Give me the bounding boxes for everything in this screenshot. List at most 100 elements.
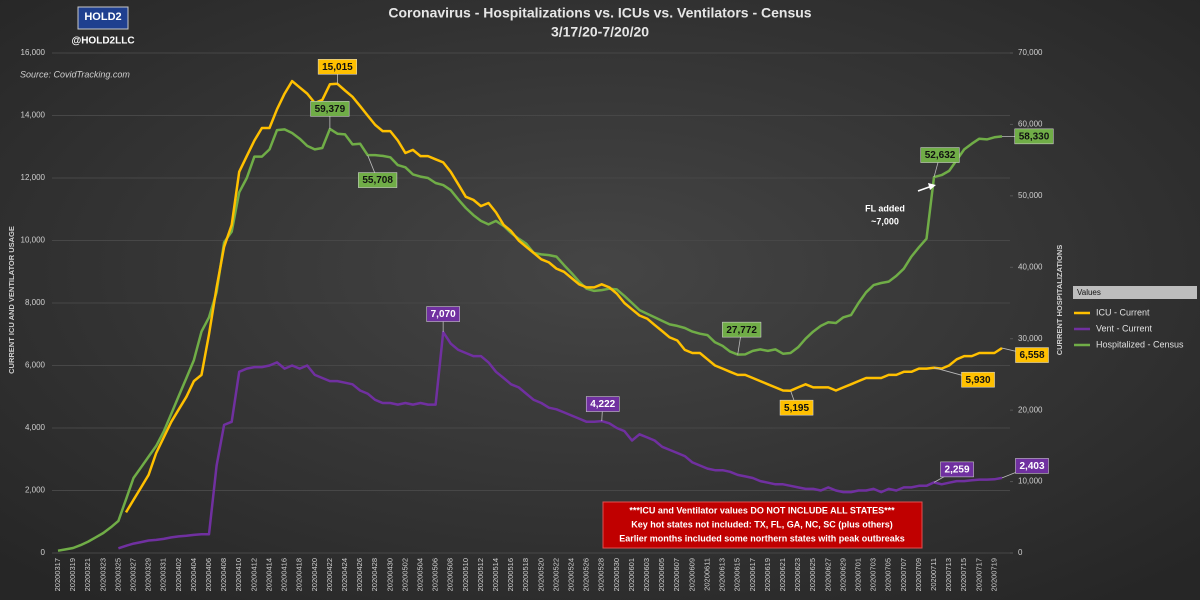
chart-title: Coronavirus - Hospitalizations vs. ICUs … [388, 5, 811, 21]
x-tick-label: 20200522 [551, 558, 560, 591]
x-tick-label: 20200502 [400, 558, 409, 591]
y-tick-label: 0 [41, 548, 46, 557]
x-tick-label: 20200416 [280, 558, 289, 591]
legend-label: Vent - Current [1096, 323, 1153, 333]
x-tick-label: 20200709 [914, 558, 923, 591]
label-box [779, 399, 814, 416]
x-tick-label: 20200629 [838, 558, 847, 591]
y2-tick-label: 0 [1018, 548, 1023, 557]
logo: HOLD2 [84, 11, 121, 23]
y-tick-label: 14,000 [21, 111, 46, 120]
handle: @HOLD2LLC [71, 36, 134, 47]
x-tick-label: 20200617 [748, 558, 757, 591]
y2-tick-label: 60,000 [1018, 120, 1043, 129]
x-tick-label: 20200428 [370, 558, 379, 591]
x-tick-label: 20200713 [944, 558, 953, 591]
x-tick-label: 20200426 [355, 558, 364, 591]
x-tick-label: 20200530 [612, 558, 621, 591]
x-tick-label: 20200430 [385, 558, 394, 591]
logo-box [77, 6, 129, 30]
x-tick-label: 20200528 [597, 558, 606, 591]
data-label: 58,330 [1019, 131, 1050, 142]
label-box [426, 306, 460, 322]
legend: Values ICU - Current Vent - Current Hospit… [1073, 286, 1197, 349]
x-tick-label: 20200619 [763, 558, 772, 591]
grid: 0 2,000 4,000 6,000 8,000 10,000 12,000 14,000 1… [21, 48, 1043, 591]
annotation-arrowhead [928, 183, 936, 190]
x-tick-label: 20200711 [929, 558, 938, 591]
x-tick-label: 20200506 [431, 558, 440, 591]
label-box [722, 321, 762, 338]
series-line [124, 79, 1003, 514]
legend-label: ICU - Current [1096, 307, 1150, 317]
y-tick-label: 4,000 [25, 423, 46, 432]
data-label: 6,558 [1019, 350, 1044, 361]
note: Earlier months included some northern st… [619, 533, 905, 543]
x-tick-label: 20200414 [264, 558, 273, 591]
x-tick-label: 20200717 [974, 558, 983, 591]
data-label: 59,379 [315, 104, 346, 115]
x-tick-label: 20200406 [204, 558, 213, 591]
x-tick-label: 20200410 [234, 558, 243, 591]
data-label: 52,632 [925, 150, 956, 161]
chart-subtitle: 3/17/20-7/20/20 [551, 24, 649, 40]
data-label: 7,070 [431, 309, 456, 320]
series-line [118, 330, 1003, 550]
x-tick-label: 20200625 [808, 558, 817, 591]
x-tick-label: 20200518 [521, 558, 530, 591]
source: Source: CovidTracking.com [20, 69, 130, 79]
label-box [940, 461, 974, 478]
x-tick-label: 20200331 [159, 558, 168, 591]
y-tick-label: 2,000 [25, 486, 46, 495]
y-tick-label: 12,000 [21, 173, 46, 182]
x-tick-label: 20200719 [989, 558, 998, 591]
y-tick-label: 10,000 [21, 236, 46, 245]
y2-tick-label: 70,000 [1018, 48, 1043, 57]
x-tick-label: 20200627 [823, 558, 832, 591]
data-label: 2,403 [1019, 461, 1044, 472]
x-tick-label: 20200613 [718, 558, 727, 591]
x-tick-label: 20200317 [53, 558, 62, 591]
x-tick-label: 20200707 [899, 558, 908, 591]
x-tick-label: 20200609 [687, 558, 696, 591]
y-axis-label: CURRENT ICU AND VENTILATOR USAGE [7, 226, 16, 374]
note: Key hot states not included: TX, FL, GA,… [631, 519, 893, 529]
y2-tick-label: 40,000 [1018, 262, 1043, 271]
plot [57, 79, 1003, 552]
data-label: 15,015 [322, 62, 353, 73]
data-label: 55,708 [362, 175, 393, 186]
x-tick-label: 20200321 [83, 558, 92, 591]
data-label: 5,195 [784, 403, 809, 414]
y2-axis-label: CURRENT HOSPITALIZATIONS [1055, 245, 1064, 356]
x-tick-label: 20200715 [959, 558, 968, 591]
note: ***ICU and Ventilator values DO NOT INCL… [629, 505, 895, 515]
x-tick-label: 20200508 [446, 558, 455, 591]
x-tick-label: 20200603 [642, 558, 651, 591]
x-tick-label: 20200412 [249, 558, 258, 591]
x-tick-label: 20200504 [415, 558, 424, 591]
x-tick-label: 20200701 [853, 558, 862, 591]
annotation: FL added [865, 203, 905, 213]
label-box [310, 101, 350, 117]
y2-tick-label: 20,000 [1018, 405, 1043, 414]
label-box [1014, 128, 1054, 145]
y2-tick-label: 10,000 [1018, 477, 1043, 486]
y-tick-label: 8,000 [25, 298, 46, 307]
x-tick-label: 20200327 [129, 558, 138, 591]
x-tick-label: 20200605 [657, 558, 666, 591]
x-tick-label: 20200607 [672, 558, 681, 591]
x-tick-label: 20200325 [113, 558, 122, 591]
x-tick-label: 20200420 [310, 558, 319, 591]
x-tick-label: 20200422 [325, 558, 334, 591]
annotation: ~7,000 [871, 216, 899, 226]
x-tick-label: 20200526 [582, 558, 591, 591]
legend-label: Hospitalized - Census [1096, 339, 1184, 349]
legend-title: Values [1077, 288, 1101, 297]
x-tick-label: 20200601 [627, 558, 636, 591]
x-tick-label: 20200520 [536, 558, 545, 591]
label-box [1015, 458, 1049, 474]
x-tick-label: 20200329 [144, 558, 153, 591]
label-box [920, 147, 960, 163]
